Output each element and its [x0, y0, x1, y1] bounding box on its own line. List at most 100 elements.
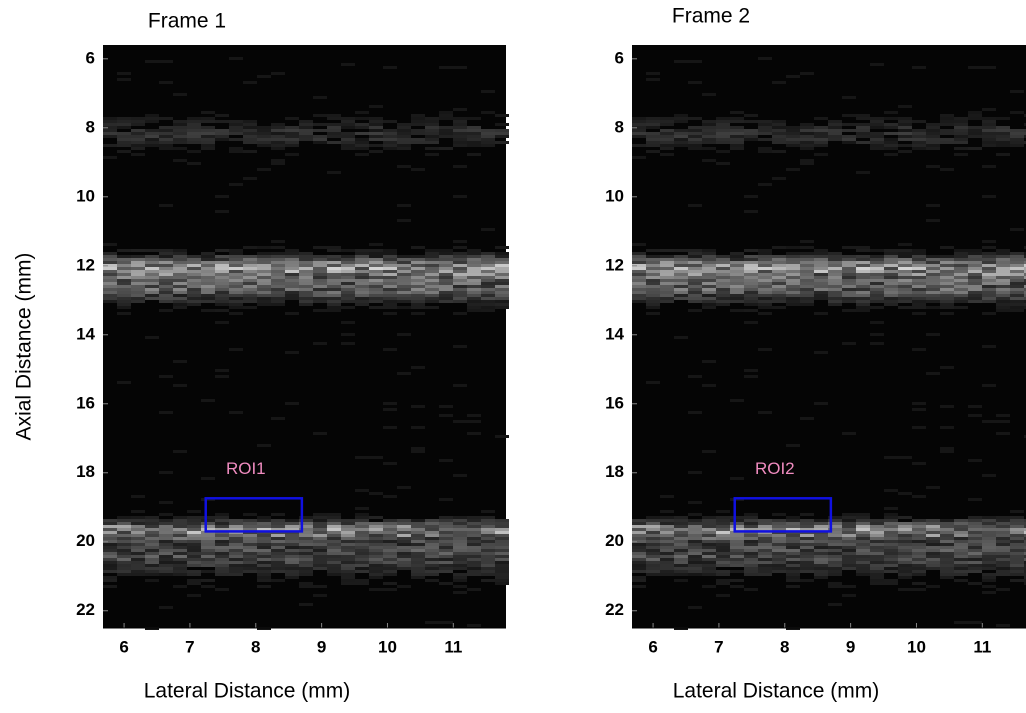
speckle — [688, 144, 702, 147]
speckle — [800, 534, 814, 537]
speckle — [996, 525, 1010, 528]
speckle — [327, 123, 341, 126]
speckle — [397, 261, 411, 264]
speckle — [730, 138, 744, 141]
speckle — [187, 279, 201, 282]
speckle — [215, 258, 229, 261]
speckle — [327, 129, 341, 132]
speckle — [800, 558, 814, 561]
speckle — [369, 522, 383, 525]
speckle — [730, 516, 744, 519]
speckle — [327, 114, 341, 117]
y-tick-label: 20 — [605, 531, 624, 550]
speckle — [730, 270, 744, 273]
speckle — [674, 117, 688, 120]
speckle — [341, 552, 355, 555]
y-tick-label: 12 — [76, 255, 95, 274]
speckle — [299, 603, 313, 606]
speckle — [103, 288, 117, 291]
speckle — [730, 294, 744, 297]
speckle — [912, 543, 926, 546]
speckle — [702, 273, 716, 276]
speckle — [898, 252, 912, 255]
speckle — [828, 276, 842, 279]
speckle — [828, 252, 842, 255]
speckle — [870, 525, 884, 528]
speckle — [369, 249, 383, 252]
speckle — [632, 132, 646, 135]
speckle — [884, 531, 898, 534]
speckle — [495, 549, 509, 552]
speckle — [173, 450, 187, 453]
speckle — [800, 549, 814, 552]
speckle — [688, 552, 702, 555]
speckle — [467, 135, 481, 138]
speckle — [187, 546, 201, 549]
speckle — [229, 567, 243, 570]
speckle — [201, 282, 215, 285]
speckle — [411, 405, 425, 408]
speckle — [383, 567, 397, 570]
speckle — [201, 525, 215, 528]
speckle — [341, 582, 355, 585]
speckle — [313, 534, 327, 537]
speckle — [982, 258, 996, 261]
speckle — [898, 531, 912, 534]
speckle — [243, 537, 257, 540]
speckle — [215, 114, 229, 117]
speckle — [968, 567, 982, 570]
speckle — [229, 249, 243, 252]
speckle — [341, 564, 355, 567]
speckle — [467, 588, 481, 591]
speckle — [758, 348, 772, 351]
speckle — [688, 549, 702, 552]
speckle — [495, 255, 509, 258]
speckle — [940, 276, 954, 279]
speckle — [884, 138, 898, 141]
speckle — [870, 141, 884, 144]
speckle — [828, 270, 842, 273]
speckle — [632, 276, 646, 279]
speckle — [299, 540, 313, 543]
speckle — [145, 141, 159, 144]
speckle — [327, 534, 341, 537]
speckle — [786, 579, 800, 582]
speckle — [982, 129, 996, 132]
speckle — [187, 555, 201, 558]
speckle — [786, 297, 800, 300]
speckle — [131, 510, 145, 513]
speckle — [758, 150, 772, 153]
speckle — [453, 66, 467, 69]
speckle — [968, 549, 982, 552]
speckle — [828, 129, 842, 132]
speckle — [982, 564, 996, 567]
speckle — [397, 534, 411, 537]
speckle — [369, 570, 383, 573]
speckle — [1010, 279, 1024, 282]
speckle — [856, 264, 870, 267]
speckle — [856, 273, 870, 276]
speckle — [481, 543, 495, 546]
speckle — [674, 537, 688, 540]
speckle — [898, 273, 912, 276]
speckle — [800, 552, 814, 555]
speckle — [327, 249, 341, 252]
speckle — [159, 291, 173, 294]
speckle — [674, 273, 688, 276]
speckle — [425, 123, 439, 126]
speckle — [453, 540, 467, 543]
speckle — [159, 279, 173, 282]
speckle — [772, 120, 786, 123]
speckle — [1010, 306, 1024, 309]
speckle — [159, 204, 173, 207]
speckle — [898, 561, 912, 564]
speckle — [954, 126, 968, 129]
speckle — [103, 270, 117, 273]
speckle — [1010, 540, 1024, 543]
speckle — [229, 297, 243, 300]
speckle — [257, 246, 271, 249]
speckle — [786, 291, 800, 294]
speckle — [467, 138, 481, 141]
speckle — [870, 570, 884, 573]
speckle — [313, 594, 327, 597]
